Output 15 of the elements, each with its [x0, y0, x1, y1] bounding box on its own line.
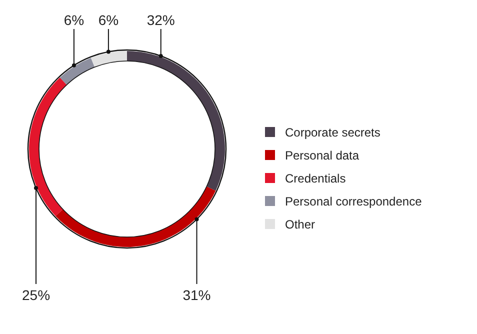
data-label: 25% [22, 287, 50, 303]
legend-label: Personal data [285, 148, 360, 162]
legend-label: Other [285, 218, 316, 232]
donut-slice [56, 186, 216, 247]
donut-slice [29, 78, 67, 216]
data-label: 31% [182, 287, 211, 303]
legend-label: Credentials [285, 172, 346, 186]
donut-slice [127, 51, 225, 191]
data-label: 6% [98, 12, 119, 28]
legend-label: Corporate secrets [285, 126, 380, 140]
donut-slice [90, 51, 127, 68]
data-label: 32% [146, 12, 175, 28]
donut-slice [60, 58, 95, 85]
legend-label: Personal correspondence [285, 194, 422, 208]
data-label: 6% [64, 12, 84, 28]
